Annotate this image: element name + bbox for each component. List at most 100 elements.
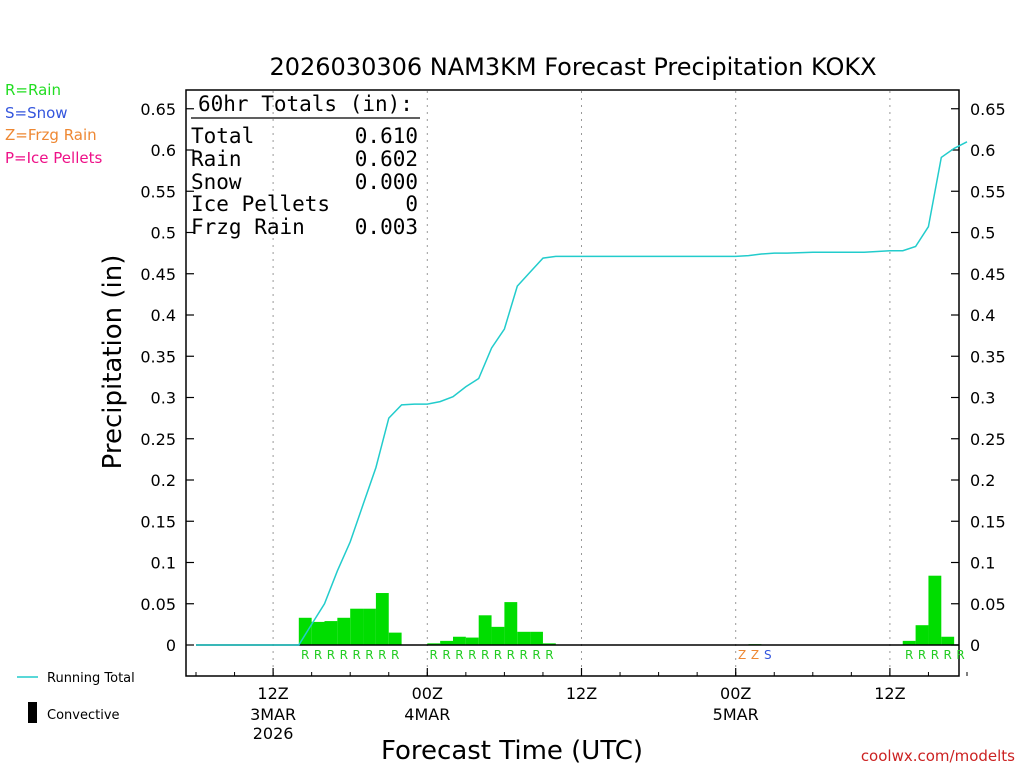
y-tick-label-left: 0	[166, 636, 176, 655]
y-tick-label-right: 0.35	[970, 347, 1006, 366]
precip-type-label: R	[442, 648, 450, 662]
y-tick-label-left: 0.1	[151, 554, 176, 573]
precip-type-label: R	[944, 648, 952, 662]
chart-title: 2026030306 NAM3KM Forecast Precipitation…	[269, 53, 876, 81]
y-tick-label-left: 0.35	[140, 347, 176, 366]
y-axis-label: Precipitation (in)	[98, 255, 128, 470]
totals-value-total: 0.610	[355, 124, 418, 148]
x-tick-label: 00Z	[412, 684, 443, 703]
y-tick-label-right: 0.4	[970, 306, 995, 325]
precip-type-label: R	[327, 648, 335, 662]
precip-type-label: R	[365, 648, 373, 662]
y-tick-label-right: 0.1	[970, 554, 995, 573]
precip-type-label: R	[918, 648, 926, 662]
y-tick-label-right: 0.45	[970, 265, 1006, 284]
y-tick-label-right: 0.6	[970, 141, 995, 160]
precip-bar	[465, 637, 479, 645]
precip-type-label: R	[481, 648, 489, 662]
x-tick-label: 12Z	[566, 684, 597, 703]
y-tick-label-right: 0.55	[970, 182, 1006, 201]
totals-label-ice-pellets: Ice Pellets	[191, 192, 330, 216]
totals-value-frzg-rain: 0.003	[355, 215, 418, 239]
y-tick-label-left: 0.15	[140, 512, 176, 531]
precip-bar	[928, 575, 942, 645]
precip-type-label: R	[905, 648, 913, 662]
precip-bar	[542, 643, 556, 645]
y-tick-label-left: 0.65	[140, 100, 176, 119]
convective-legend-swatch	[28, 702, 37, 723]
x-axis-label: Forecast Time (UTC)	[381, 736, 643, 766]
precip-type-label: R	[391, 648, 399, 662]
running-total-legend-label: Running Total	[47, 671, 135, 686]
precip-type-label: R	[931, 648, 939, 662]
y-tick-label-right: 0.05	[970, 595, 1006, 614]
precip-type-label: R	[430, 648, 438, 662]
totals-label-snow: Snow	[191, 170, 242, 194]
precip-type-label: R	[455, 648, 463, 662]
precip-type-label: R	[532, 648, 540, 662]
y-axis-ticks: 0.65 0.65 0.6 0.6 0.55 0.55 0.5 0.5 0.45 0.45 0.4 0…	[140, 100, 1005, 655]
y-tick-label-left: 0.6	[151, 141, 176, 160]
precip-type-label: R	[340, 648, 348, 662]
legend-frzg-rain: Z=Frzg Rain	[5, 126, 97, 144]
precip-bar	[427, 643, 441, 645]
precip-bar	[375, 593, 389, 645]
running-total-polyline	[196, 141, 968, 646]
y-tick-label-left: 0.05	[140, 595, 176, 614]
precip-bar	[941, 636, 955, 645]
x-tick-label: 12Z	[874, 684, 905, 703]
y-tick-label-right: 0	[970, 636, 980, 655]
totals-box: 60hr Totals (in): Total 0.610 Rain 0.602…	[191, 92, 420, 239]
precip-bar	[902, 640, 916, 645]
y-tick-label-right: 0.3	[970, 389, 995, 408]
x-tick-year: 2026	[253, 724, 294, 743]
precip-bar	[363, 608, 376, 645]
y-tick-label-right: 0.15	[970, 512, 1006, 531]
precip-type-label: R	[314, 648, 322, 662]
credit-text: coolwx.com/modelts	[861, 747, 1015, 765]
y-tick-label-left: 0.55	[140, 182, 176, 201]
precip-bar	[491, 626, 505, 645]
x-tick-date: 5MAR	[713, 705, 759, 724]
y-tick-label-right: 0.5	[970, 224, 995, 243]
precip-bar	[350, 608, 364, 645]
precip-type-label: Z	[751, 648, 759, 662]
precip-type-label: R	[545, 648, 553, 662]
x-tick-date: 4MAR	[404, 705, 450, 724]
convective-legend-label: Convective	[47, 708, 120, 723]
y-tick-label-left: 0.5	[151, 224, 176, 243]
precip-type-label: R	[378, 648, 386, 662]
y-tick-label-left: 0.4	[151, 306, 176, 325]
running-total-line	[196, 141, 968, 646]
y-tick-label-left: 0.2	[151, 471, 176, 490]
precip-bar	[478, 615, 492, 645]
y-tick-label-left: 0.3	[151, 389, 176, 408]
x-tick-date: 3MAR	[250, 705, 296, 724]
precip-bar	[388, 632, 402, 645]
plot-frame	[185, 89, 960, 677]
totals-value-snow: 0.000	[355, 170, 418, 194]
x-tick-label: 00Z	[720, 684, 751, 703]
precip-bar	[530, 631, 543, 645]
y-tick-label-left: 0.25	[140, 430, 176, 449]
precip-type-label: R	[301, 648, 309, 662]
precip-type-label: R	[507, 648, 515, 662]
totals-value-rain: 0.602	[355, 147, 418, 171]
totals-value-ice-pellets: 0	[405, 192, 418, 216]
totals-label-rain: Rain	[191, 147, 242, 171]
y-tick-label-right: 0.2	[970, 471, 995, 490]
precip-bar	[517, 631, 531, 645]
precip-type-label: R	[468, 648, 476, 662]
precip-type-label: R	[494, 648, 502, 662]
precip-bar	[324, 621, 338, 645]
precip-type-label: R	[520, 648, 528, 662]
y-tick-label-right: 0.25	[970, 430, 1006, 449]
precip-bar	[453, 636, 466, 645]
precip-type-label: Z	[738, 648, 746, 662]
legend-ice-pellets: P=Ice Pellets	[5, 149, 102, 167]
precip-bar	[337, 617, 351, 645]
precip-type-label: S	[764, 648, 772, 662]
legend-rain: R=Rain	[5, 81, 61, 99]
